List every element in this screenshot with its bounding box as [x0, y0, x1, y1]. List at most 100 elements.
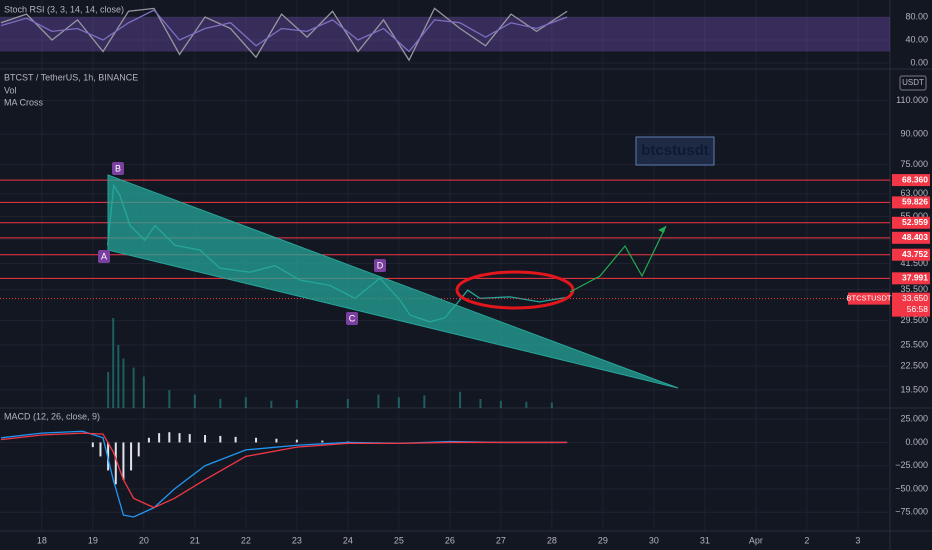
volume-bar — [219, 399, 222, 408]
volume-bar — [397, 397, 400, 408]
histogram-bar — [275, 438, 278, 443]
x-tick-label: 28 — [547, 535, 557, 545]
wedge — [107, 174, 679, 389]
x-tick-label: 20 — [139, 535, 149, 545]
level-label-box — [892, 196, 930, 209]
volume-bar — [107, 372, 110, 408]
pattern-label: D — [377, 260, 384, 270]
y-tick-label: 110.000 — [896, 95, 928, 105]
histogram-bar — [99, 442, 102, 457]
macd-title: MACD (12, 26, close, 9) — [4, 411, 100, 421]
x-tick-label: 27 — [496, 535, 506, 545]
y-tick-label: 63.000 — [900, 188, 928, 198]
y-tick-label: 41.500 — [900, 258, 928, 268]
y-tick-label: 40.00 — [905, 34, 928, 44]
currency: USDT — [902, 78, 924, 87]
volume-bar — [117, 345, 120, 408]
series-line — [0, 432, 568, 509]
series-line — [0, 9, 568, 53]
level-label: 52.959 — [902, 217, 928, 227]
volume-bar — [377, 394, 380, 408]
watermark: btcstusdt — [641, 142, 709, 159]
histogram-bar — [168, 432, 171, 443]
volume-bar — [423, 395, 426, 408]
level-label: 37.991 — [902, 273, 928, 283]
y-tick-label: −50.000 — [895, 483, 928, 493]
price-title: BTCST / TetherUS, 1h, BINANCE — [4, 72, 138, 82]
volume-bar — [142, 376, 145, 408]
histogram-bar — [255, 437, 258, 443]
projection-arrow — [658, 226, 666, 233]
y-tick-label: 35.500 — [900, 284, 928, 294]
pattern-label: C — [349, 313, 356, 323]
x-tick-label: 24 — [343, 535, 353, 545]
label-box — [112, 162, 124, 175]
volume-bar — [550, 402, 553, 408]
histogram-bar — [219, 435, 222, 443]
x-tick-label: 2 — [804, 535, 809, 545]
volume-bar — [112, 318, 115, 408]
symbol-box — [848, 292, 890, 305]
y-tick-label: 75.000 — [900, 159, 928, 169]
level-label: 43.752 — [902, 249, 928, 259]
level-label-box — [892, 248, 930, 261]
volume-bar — [525, 401, 528, 408]
y-tick-label: 25.500 — [900, 339, 928, 349]
y-tick-label: 29.500 — [900, 315, 928, 325]
indicator-label: Vol — [4, 85, 17, 95]
y-tick-label: 0.00 — [910, 57, 928, 67]
label-box — [346, 312, 358, 325]
histogram-bar — [188, 434, 191, 443]
volume-bar — [270, 400, 273, 408]
volume-bar — [244, 397, 247, 408]
y-tick-label: 80.00 — [905, 11, 928, 21]
histogram-bar — [147, 437, 150, 443]
y-tick-label: 90.000 — [900, 128, 928, 138]
annotations: A B C D — [98, 162, 386, 325]
histogram-bar — [204, 435, 207, 443]
level-label: 68.360 — [902, 174, 928, 184]
volume-bar — [459, 391, 462, 408]
stoch-band — [0, 17, 890, 52]
x-tick-label: 30 — [649, 535, 659, 545]
x-tick-label: 22 — [241, 535, 251, 545]
watermark-box — [635, 136, 715, 166]
y-tick-label: 55.000 — [900, 211, 928, 221]
x-tick-label: Apr — [749, 535, 763, 545]
histogram-bar — [114, 442, 117, 485]
level-label: 48.403 — [902, 232, 928, 242]
current-price-label: 33.650 — [902, 293, 928, 303]
x-tick-label: 23 — [292, 535, 302, 545]
currency-box — [899, 75, 927, 91]
label-box — [374, 259, 386, 272]
volume-bar — [295, 399, 298, 408]
x-tick-label: 3 — [855, 535, 860, 545]
histogram-bar — [158, 433, 161, 443]
y-tick-label: 0.000 — [905, 437, 928, 447]
volume-bar — [132, 367, 135, 408]
level-label-box — [892, 216, 930, 229]
marks — [0, 0, 890, 530]
histogram-bar — [295, 439, 298, 443]
volume-bar — [122, 358, 125, 408]
x-tick-label: 31 — [700, 535, 710, 545]
symbol-label: BTCSTUSDT — [847, 294, 892, 303]
volume-bar — [168, 390, 171, 408]
series-line — [0, 7, 568, 62]
y-tick-label: 22.500 — [900, 360, 928, 370]
histogram-bar — [130, 442, 133, 471]
x-tick-label: 18 — [37, 535, 47, 545]
histogram-bar — [137, 442, 140, 457]
level-label-box — [892, 231, 930, 244]
y-tick-label: 19.500 — [900, 384, 928, 394]
projection-path — [569, 225, 667, 293]
indicator-label: MA Cross — [4, 97, 44, 107]
histogram-bar — [122, 442, 125, 480]
level-label-box — [892, 272, 930, 285]
pattern-label: A — [101, 251, 107, 261]
current-price-box — [892, 292, 930, 317]
x-tick-label: 19 — [88, 535, 98, 545]
y-tick-label: −75.000 — [895, 507, 928, 517]
